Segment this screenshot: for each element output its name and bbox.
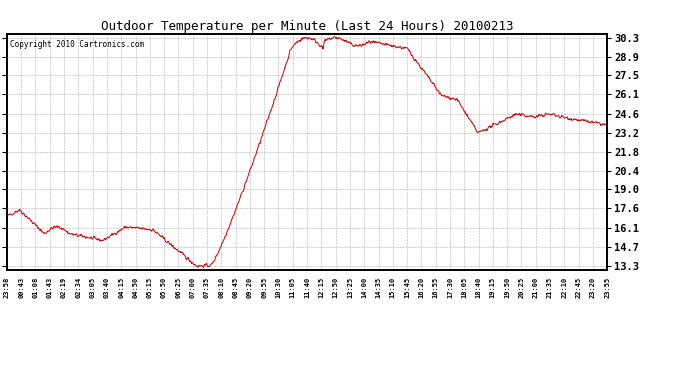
Title: Outdoor Temperature per Minute (Last 24 Hours) 20100213: Outdoor Temperature per Minute (Last 24 …: [101, 20, 513, 33]
Text: Copyright 2010 Cartronics.com: Copyright 2010 Cartronics.com: [10, 40, 144, 49]
